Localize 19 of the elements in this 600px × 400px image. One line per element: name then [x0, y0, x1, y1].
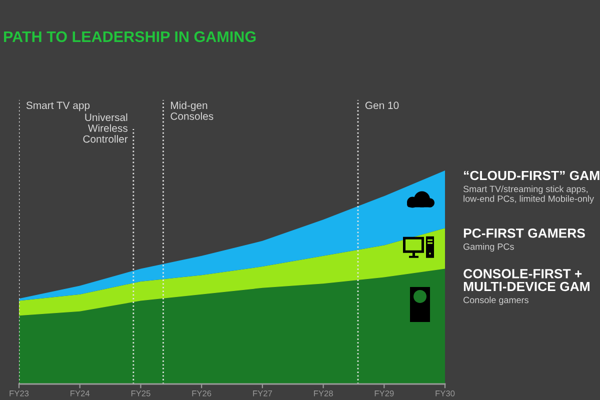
x-tick-label: FY26	[192, 390, 212, 396]
text: Gen 10	[365, 102, 399, 110]
series-label: “CLOUD-FIRST” GAM	[464, 170, 600, 180]
x-tick-label: FY27	[253, 390, 272, 396]
text: Gaming PCs	[464, 243, 514, 252]
x-tick-label: FY28	[314, 390, 333, 396]
x-tick-label: FY25	[131, 390, 150, 396]
text: Smart TV/streaming stick apps, low-end PCs, limited Mobile-only	[463, 186, 594, 204]
series-label: CONSOLE-FIRST + MULTI-DEVICE GAM	[464, 269, 590, 292]
series-label: PC-FIRST GAMERS	[464, 228, 585, 238]
text: Universal Wireless Controller	[83, 113, 128, 143]
ref-line-label: Smart TV app	[26, 102, 90, 112]
text: Mid-gen Consoles	[170, 101, 214, 120]
chart-title: PATH TO LEADERSHIP IN GAMING	[4, 31, 256, 42]
text: Console gamers	[464, 296, 528, 305]
x-tick-label: FY30	[436, 390, 455, 396]
x-tick-label: FY23	[10, 390, 29, 396]
x-tick-label: FY29	[374, 390, 394, 396]
x-tick-label: FY24	[70, 390, 90, 396]
